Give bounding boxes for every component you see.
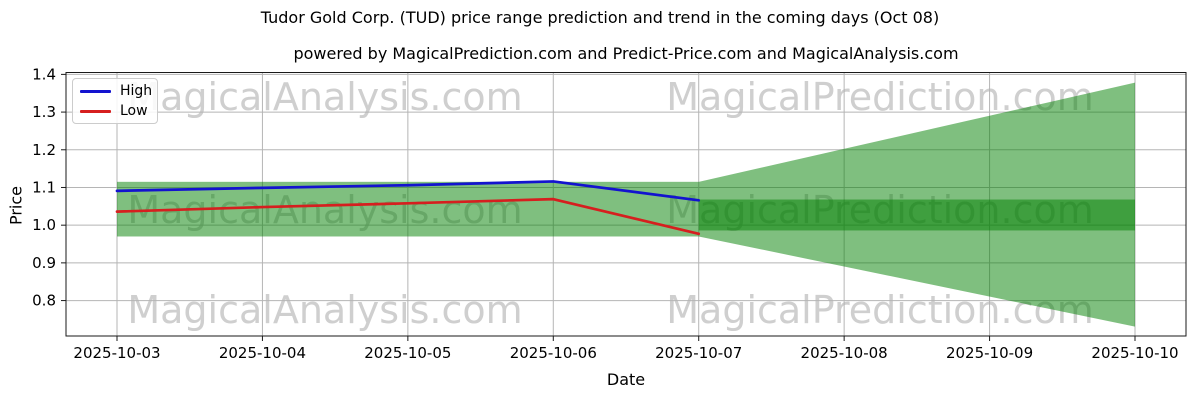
- x-tick-label: 2025-10-04: [219, 344, 306, 362]
- chart-subtitle: powered by MagicalPrediction.com and Pre…: [293, 44, 959, 63]
- y-axis-label: Price: [6, 185, 26, 226]
- legend-label-high: High: [120, 83, 153, 99]
- legend-entry-low: Low: [80, 103, 150, 119]
- high-line-swatch: [80, 89, 111, 93]
- x-tick-label: 2025-10-03: [73, 344, 160, 362]
- plot-border: [65, 72, 1187, 337]
- x-tick-label: 2025-10-05: [364, 344, 451, 362]
- y-tick-label: 0.9: [32, 254, 56, 272]
- x-tick-label: 2025-10-06: [510, 344, 597, 362]
- y-tick-label: 1.4: [32, 65, 56, 83]
- x-tick-label: 2025-10-08: [801, 344, 888, 362]
- forecast-range-band: [698, 199, 1135, 231]
- watermark-text: MagicalAnalysis.com: [127, 288, 522, 332]
- low-line-swatch: [80, 109, 111, 113]
- x-tick-label: 2025-10-09: [946, 344, 1033, 362]
- legend: High Low: [72, 78, 158, 124]
- y-tick-label: 0.8: [32, 292, 56, 310]
- chart-title: Tudor Gold Corp. (TUD) price range predi…: [260, 8, 940, 27]
- x-tick-label: 2025-10-07: [655, 344, 742, 362]
- y-tick-label: 1.0: [32, 216, 56, 234]
- x-axis-label: Date: [606, 370, 646, 389]
- low-line: [115, 197, 701, 236]
- legend-label-low: Low: [120, 103, 148, 119]
- y-tick-label: 1.1: [32, 178, 56, 196]
- y-tick-label: 1.3: [32, 103, 56, 121]
- high-line: [115, 180, 701, 202]
- legend-entry-high: High: [80, 83, 153, 99]
- x-tick-label: 2025-10-10: [1091, 344, 1178, 362]
- y-tick-label: 1.2: [32, 141, 56, 159]
